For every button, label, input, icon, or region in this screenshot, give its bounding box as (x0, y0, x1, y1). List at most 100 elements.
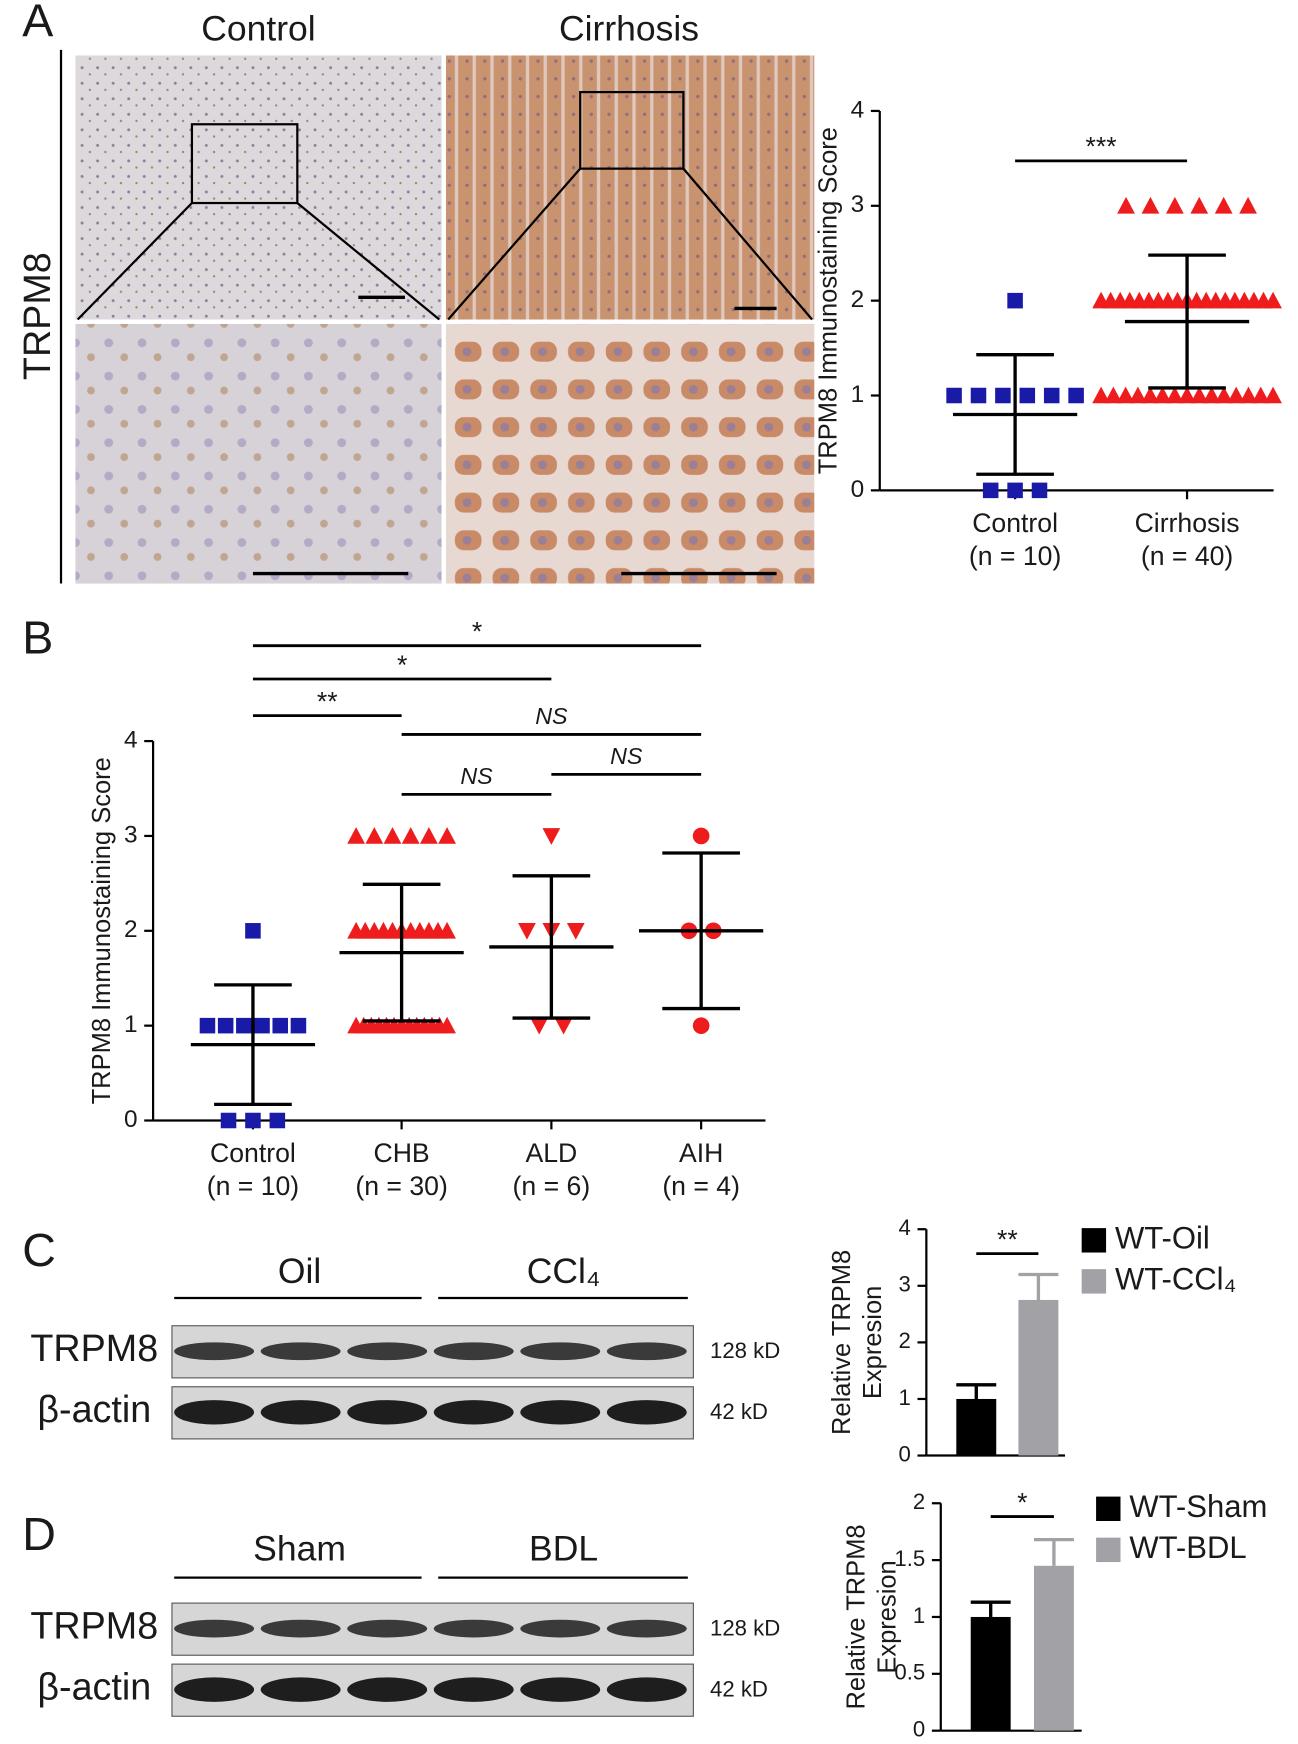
point (365, 827, 384, 844)
blot-band (174, 1619, 255, 1638)
row-label: TRPM8 (30, 1327, 158, 1369)
point (272, 1017, 289, 1034)
size-label: 42 kD (710, 1399, 768, 1424)
legend-swatch (1096, 1537, 1121, 1563)
point (1141, 386, 1160, 404)
panel-label: D (22, 1508, 56, 1560)
group-label: CCl₄ (527, 1251, 601, 1291)
error-bar (214, 983, 292, 1107)
y-axis-title: Expresion (873, 1560, 901, 1673)
point (530, 1017, 549, 1035)
n-label: (n = 40) (1141, 541, 1233, 571)
x-tick-label: Control (972, 508, 1058, 538)
x-tick-label: ALD (525, 1138, 577, 1168)
legend-label: WT-CCl₄ (1115, 1262, 1236, 1297)
panel-label: B (22, 612, 53, 664)
point (554, 1017, 573, 1035)
blot-strip (171, 1602, 694, 1656)
point (542, 828, 561, 845)
point (217, 1017, 234, 1034)
y-tick-label: 0 (898, 1441, 910, 1466)
y-tick-label: 0 (851, 476, 865, 503)
point (566, 923, 585, 940)
significance-label: * (1017, 1487, 1027, 1517)
point (1104, 386, 1123, 404)
row-label: TRPM8 (16, 252, 58, 380)
y-axis-title: Relative TRPM8 (842, 1524, 870, 1709)
point (1264, 291, 1282, 309)
y-tick-label: 3 (124, 821, 138, 848)
error-bar (662, 851, 740, 1011)
blot-band (606, 1342, 687, 1361)
point (692, 1017, 710, 1034)
point (1239, 196, 1257, 214)
y-tick-label: 0 (913, 1717, 925, 1742)
point (254, 1017, 270, 1034)
n-label: (n = 10) (207, 1171, 299, 1201)
point (383, 827, 402, 844)
error-bar (362, 882, 441, 1023)
micrograph (75, 323, 442, 584)
y-tick-label: 1 (898, 1385, 910, 1410)
significance-label: * (472, 617, 482, 647)
error-bar (512, 874, 591, 1020)
y-tick-label: 3 (851, 191, 865, 218)
blot-band (347, 1400, 428, 1425)
blot-band (174, 1400, 255, 1425)
point (438, 921, 456, 939)
blot-band (520, 1342, 601, 1361)
point (1202, 386, 1221, 404)
point (518, 923, 536, 940)
blot-band (260, 1677, 341, 1702)
error-bar (956, 1383, 997, 1399)
point (1215, 386, 1233, 404)
y-tick-label: 4 (851, 96, 865, 123)
point (995, 387, 1011, 404)
n-label: (n = 4) (662, 1171, 740, 1201)
error-bar (1018, 1272, 1059, 1300)
y-axis-title: TRPM8 Immunostaining Score (815, 127, 843, 474)
x-tick-label: Cirrhosis (1135, 508, 1240, 538)
y-tick-label: 1 (913, 1603, 925, 1628)
significance-label: ** (317, 686, 338, 716)
point (1190, 386, 1209, 404)
error-bar (1033, 1537, 1074, 1566)
blot-band (520, 1400, 601, 1425)
point (1190, 196, 1209, 214)
blot-strip (171, 1386, 694, 1440)
insets (76, 90, 813, 576)
column-title: Cirrhosis (559, 8, 699, 48)
legend-label: WT-Oil (1115, 1221, 1210, 1256)
panel-label: C (22, 1224, 56, 1276)
point (1264, 386, 1282, 404)
y-axis-title: Expresion (859, 1286, 887, 1399)
point (1117, 196, 1135, 214)
point (438, 1016, 456, 1034)
point (420, 827, 438, 844)
blot-band (174, 1677, 255, 1702)
blot-band (260, 1400, 341, 1425)
error-bar (1148, 253, 1226, 390)
significance-label: ** (997, 1224, 1018, 1254)
blot-band (520, 1677, 601, 1702)
significance-label: NS (460, 763, 493, 789)
n-label: (n = 6) (513, 1171, 591, 1201)
size-label: 128 kD (710, 1338, 780, 1363)
n-label: (n = 10) (969, 541, 1061, 571)
y-axis-title: Relative TRPM8 (828, 1250, 856, 1435)
point (1068, 387, 1084, 404)
legend-swatch (1081, 1228, 1107, 1253)
point (220, 1112, 237, 1129)
blot-band (606, 1400, 687, 1425)
y-tick-label: 4 (898, 1215, 910, 1240)
significance-label: * (397, 650, 407, 680)
point (1153, 386, 1172, 404)
point (347, 827, 365, 844)
y-tick-label: 1 (851, 381, 865, 408)
point (199, 1017, 216, 1034)
y-axis-title: TRPM8 Immunostaining Score (88, 757, 116, 1104)
point (269, 1112, 286, 1129)
point (946, 387, 962, 404)
